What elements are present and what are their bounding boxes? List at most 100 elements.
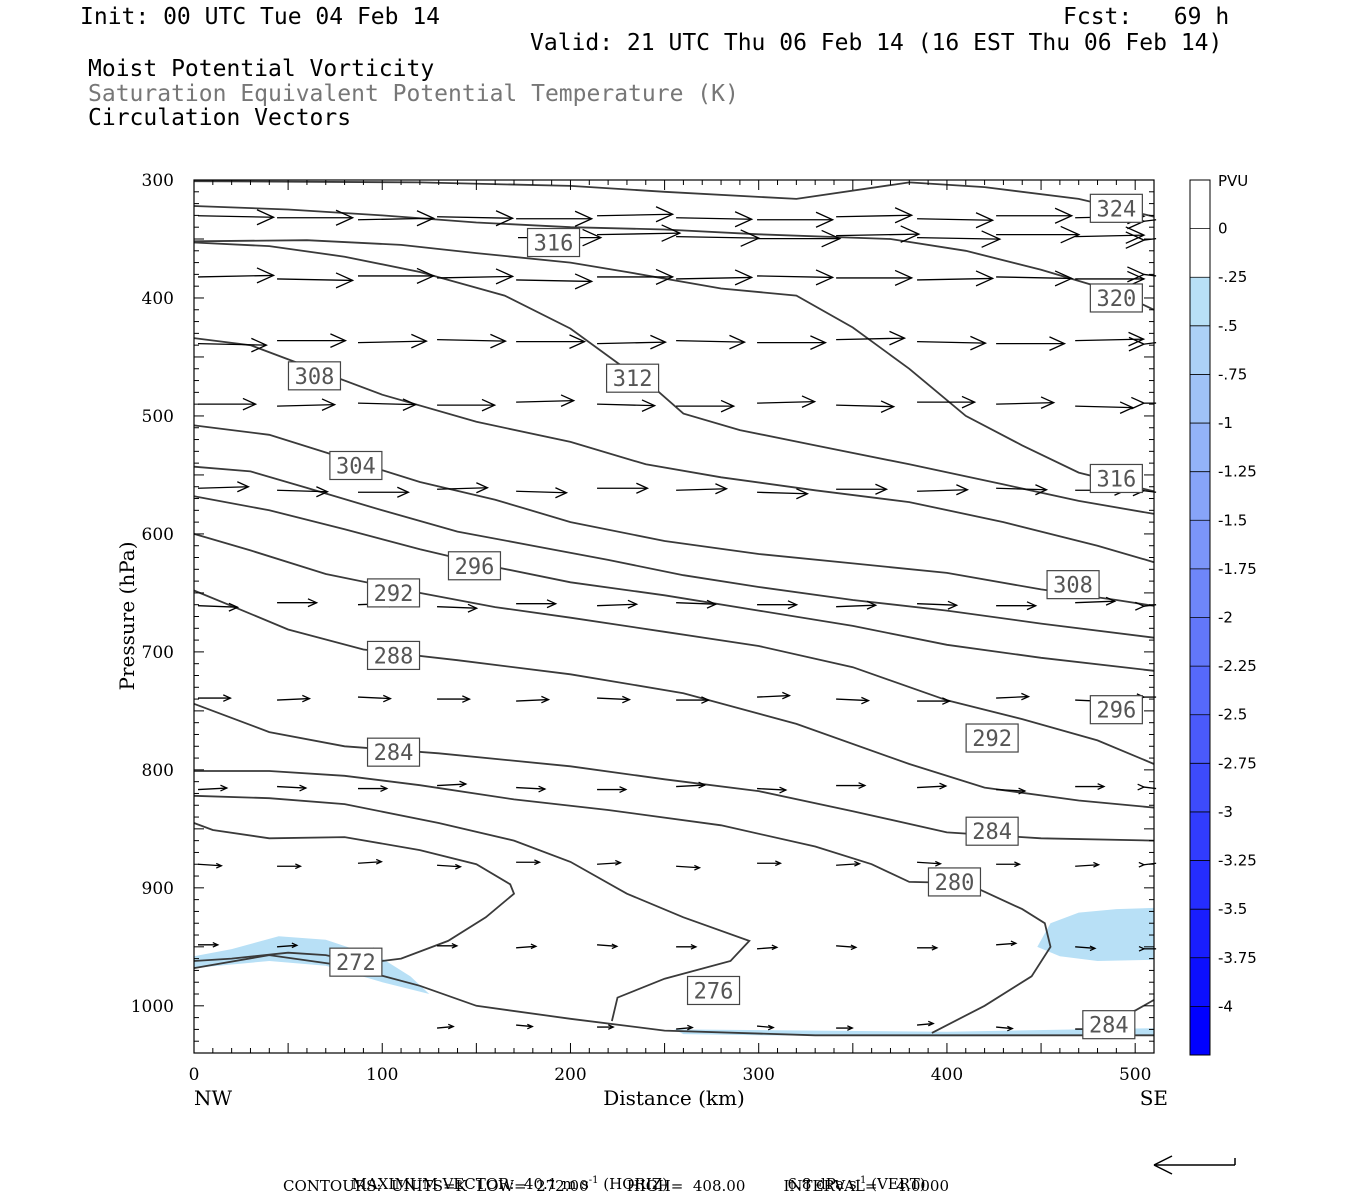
vector-head [1010,940,1018,947]
vector-arrow [358,785,389,793]
vector-shaft [197,605,238,608]
vector-shaft [597,213,673,217]
vector-arrow [917,484,970,496]
vector-head [375,858,383,865]
vector-shaft [436,1025,454,1029]
vector-shaft [676,276,752,280]
colorbar-segment [1190,228,1210,278]
vector-shaft [676,488,727,491]
vector-shaft [676,602,716,605]
vector-arrow [836,269,914,286]
vector-head [1125,226,1146,244]
vector-shaft [516,786,545,790]
contour-label-box [965,816,1019,846]
contour-label: 288 [366,640,421,671]
vector-shaft [197,486,249,489]
contour-label-box [1089,283,1143,313]
vector-head [569,334,587,349]
vector-arrow [996,787,1027,795]
vector-head [720,399,736,413]
vector-head [1054,270,1074,287]
vector-shaft [916,1022,934,1026]
vector-arrow [597,786,628,794]
colorbar-segment [1190,763,1210,812]
contour-label-box [366,578,421,608]
vector-head [815,269,835,286]
vector-shaft [437,783,466,787]
vector-shaft [437,487,488,490]
vector-arrow [277,863,303,870]
vector-arrow [277,598,319,608]
vector-shaft [757,946,777,950]
vector-head [291,942,299,949]
init-time: Init: 00 UTC Tue 04 Feb 14 [80,4,441,30]
vector-shaft [676,784,705,788]
negative-pv-region [194,936,430,995]
theta-e-contours [193,180,1155,1037]
vector-head [416,210,436,227]
x-tick-labels: 0 100 200 300 400 500 [189,1065,1152,1085]
vector-shaft [917,861,941,865]
vector-shaft [836,214,912,218]
vector-head [619,786,628,794]
vector-head [321,398,337,411]
colorbar-segment [1190,909,1210,958]
vector-head [701,696,711,704]
vector-head [574,273,594,290]
vector-head [223,694,232,702]
vector-shaft [757,400,815,404]
vector-shaft [996,276,1072,280]
y-tick-label: 300 [142,171,174,191]
vector-arrow [676,399,736,413]
contour-label-box [1089,463,1143,494]
contour-label-text: 284 [374,741,414,766]
y-tick-labels: 300 400 500 600 700 800 900 1000 [131,171,174,1017]
vector-head [546,599,558,609]
vector-arrow [676,943,698,950]
vector-arrow [516,695,551,704]
contour-label: 308 [287,361,342,391]
colorbar-label: -2.75 [1218,754,1257,772]
vector-head [1128,336,1146,352]
contour-label: 284 [965,816,1019,846]
vector-head [307,598,319,608]
vector-arrow [516,859,542,866]
vector-head [416,267,436,284]
colorbar-label: -3.75 [1218,949,1257,967]
vector-head [383,694,392,703]
vector-arrow [437,695,472,703]
vector-head [875,483,889,495]
vector-head [771,944,779,951]
vector-head [256,267,276,284]
vector-head [894,269,914,286]
vector-arrow [996,1025,1014,1032]
vector-head [698,781,707,789]
vector-head [854,860,862,867]
vector-head [866,600,878,610]
contour-label-text: 320 [1096,287,1136,312]
contour-label-text: 276 [694,979,734,1004]
vector-head [779,786,788,794]
vector-head [1040,396,1056,409]
vector-shaft [996,1026,1013,1030]
vector-arrow [198,941,220,948]
vector-head [447,1023,455,1030]
vector-head [1026,601,1038,611]
vector-head [251,337,268,353]
vector-arrow [676,483,729,495]
vector-arrow [757,600,799,610]
contour-label: 320 [1089,283,1143,313]
contour-label-text: 284 [1089,1014,1129,1039]
vector-arrow [1075,945,1097,952]
vector-head [316,486,330,498]
vector-head [1089,945,1097,952]
vector-shaft [516,698,549,702]
vector-head [850,944,858,951]
vector-head [541,695,551,704]
vector-arrow [996,692,1031,701]
vector-shaft [756,1025,774,1029]
vector-arrow [437,482,490,494]
vector-head [889,330,907,346]
colorbar-segment [1190,374,1210,424]
